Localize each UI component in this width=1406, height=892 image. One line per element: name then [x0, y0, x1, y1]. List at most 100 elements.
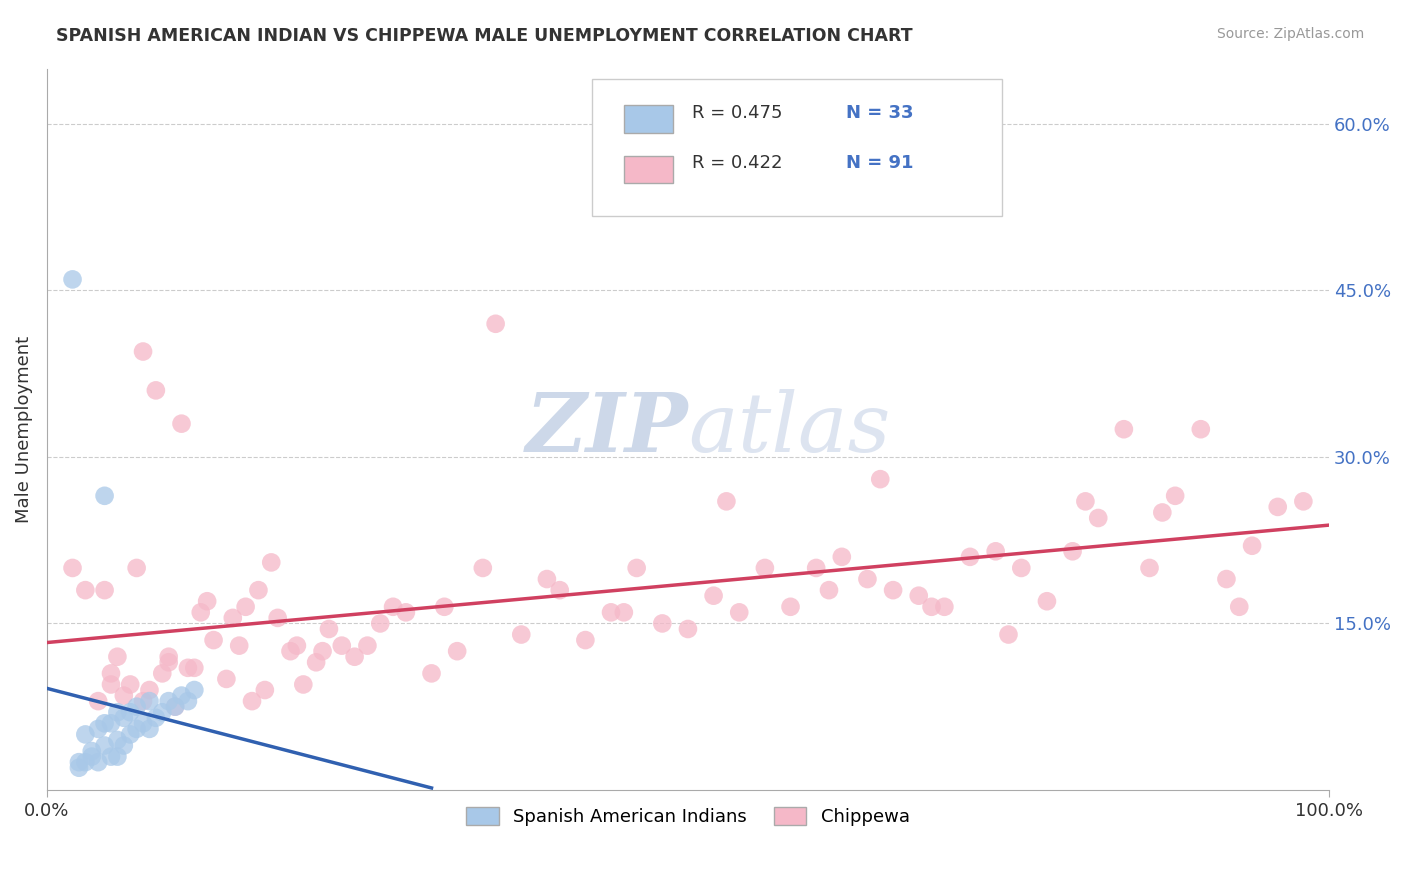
Text: R = 0.422: R = 0.422 — [692, 154, 782, 172]
Point — [433, 599, 456, 614]
Point — [934, 599, 956, 614]
Y-axis label: Male Unemployment: Male Unemployment — [15, 335, 32, 523]
Point — [100, 749, 122, 764]
Point — [112, 711, 135, 725]
Point — [87, 722, 110, 736]
Point — [959, 549, 981, 564]
Point — [93, 739, 115, 753]
Point — [183, 661, 205, 675]
Point — [1139, 561, 1161, 575]
Point — [420, 666, 443, 681]
Point — [703, 589, 725, 603]
Point — [67, 755, 90, 769]
Point — [997, 627, 1019, 641]
Point — [1241, 539, 1264, 553]
Point — [260, 555, 283, 569]
Point — [292, 677, 315, 691]
Point — [1189, 422, 1212, 436]
Point — [112, 739, 135, 753]
Point — [165, 699, 187, 714]
Text: atlas: atlas — [688, 389, 890, 469]
Point — [536, 572, 558, 586]
Point — [280, 644, 302, 658]
Point — [676, 622, 699, 636]
Text: ZIP: ZIP — [526, 389, 688, 469]
Point — [574, 633, 596, 648]
Point — [613, 605, 636, 619]
Point — [651, 616, 673, 631]
Point — [548, 583, 571, 598]
Point — [93, 716, 115, 731]
Point — [177, 661, 200, 675]
Point — [138, 694, 160, 708]
FancyBboxPatch shape — [592, 79, 1002, 217]
Point — [107, 649, 129, 664]
Point — [1074, 494, 1097, 508]
Point — [177, 694, 200, 708]
Point — [318, 622, 340, 636]
Point — [157, 649, 180, 664]
Point — [779, 599, 801, 614]
Point — [107, 705, 129, 719]
Point — [330, 639, 353, 653]
Point — [600, 605, 623, 619]
Point — [62, 272, 84, 286]
Point — [222, 611, 245, 625]
Point — [485, 317, 508, 331]
Point — [907, 589, 929, 603]
Point — [145, 384, 167, 398]
Point — [368, 616, 391, 631]
Point — [311, 644, 333, 658]
Point — [1112, 422, 1135, 436]
Point — [132, 716, 155, 731]
Text: N = 91: N = 91 — [845, 154, 912, 172]
Point — [100, 677, 122, 691]
Point — [80, 749, 103, 764]
Point — [754, 561, 776, 575]
Point — [471, 561, 494, 575]
Point — [202, 633, 225, 648]
Point — [75, 755, 97, 769]
Point — [107, 733, 129, 747]
Point — [716, 494, 738, 508]
FancyBboxPatch shape — [624, 105, 672, 133]
Text: SPANISH AMERICAN INDIAN VS CHIPPEWA MALE UNEMPLOYMENT CORRELATION CHART: SPANISH AMERICAN INDIAN VS CHIPPEWA MALE… — [56, 27, 912, 45]
Point — [132, 694, 155, 708]
Point — [157, 694, 180, 708]
Point — [93, 583, 115, 598]
Point — [1152, 506, 1174, 520]
Point — [75, 583, 97, 598]
Point — [170, 689, 193, 703]
Point — [728, 605, 751, 619]
Point — [145, 711, 167, 725]
Point — [831, 549, 853, 564]
Text: N = 33: N = 33 — [845, 103, 912, 121]
Point — [1292, 494, 1315, 508]
Point — [170, 417, 193, 431]
Point — [183, 683, 205, 698]
Point — [132, 344, 155, 359]
Point — [125, 722, 148, 736]
Point — [80, 744, 103, 758]
Point — [150, 666, 173, 681]
Point — [818, 583, 841, 598]
Point — [1267, 500, 1289, 514]
Point — [856, 572, 879, 586]
Legend: Spanish American Indians, Chippewa: Spanish American Indians, Chippewa — [457, 797, 920, 835]
Point — [240, 694, 263, 708]
Point — [215, 672, 238, 686]
Point — [87, 755, 110, 769]
Point — [869, 472, 891, 486]
Point — [984, 544, 1007, 558]
Point — [107, 749, 129, 764]
Point — [150, 705, 173, 719]
Point — [1036, 594, 1059, 608]
Point — [305, 655, 328, 669]
Point — [1227, 599, 1250, 614]
Point — [1010, 561, 1032, 575]
Point — [112, 689, 135, 703]
Point — [93, 489, 115, 503]
Point — [75, 727, 97, 741]
Point — [120, 727, 142, 741]
Point — [1087, 511, 1109, 525]
